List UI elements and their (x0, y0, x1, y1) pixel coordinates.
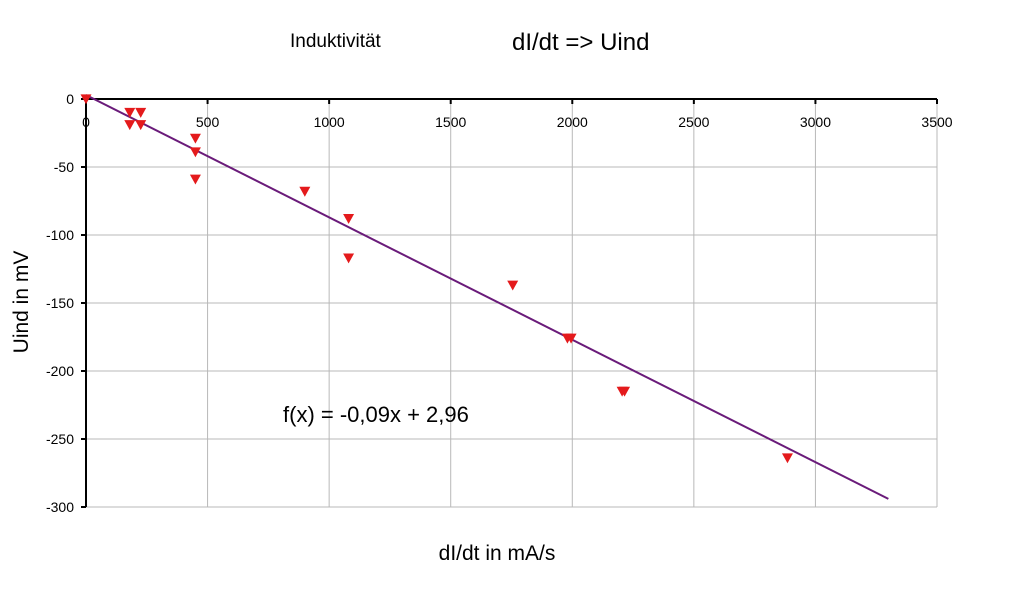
data-point (124, 107, 136, 118)
data-point (135, 107, 147, 118)
x-tick-label: 500 (196, 114, 220, 130)
chart-title: dI/dt => Uind (512, 29, 649, 56)
y-tick-label: -200 (46, 363, 74, 379)
x-tick-label: 1500 (435, 114, 466, 130)
x-tick-label: 2500 (678, 114, 709, 130)
data-point (80, 94, 92, 105)
chart-subtitle: Induktivität (290, 31, 382, 52)
grid-lines (86, 99, 938, 508)
x-tick-label: 0 (82, 114, 90, 130)
data-point (565, 333, 577, 344)
data-points (80, 94, 793, 464)
data-point (189, 147, 201, 158)
y-tick-label: -250 (46, 431, 74, 447)
x-tick-label: 1000 (314, 114, 345, 130)
data-point (343, 214, 355, 224)
x-tick-label: 2000 (557, 114, 588, 130)
data-point (343, 253, 355, 264)
y-tick-label: -300 (46, 499, 74, 515)
data-point (299, 186, 311, 197)
trendline (85, 94, 889, 500)
data-point (507, 280, 519, 291)
y-tick-label: -100 (46, 227, 74, 243)
y-tick-labels: 0 -50 -100 -150 -200 -250 -300 (46, 91, 86, 515)
data-point (189, 133, 201, 144)
x-axis-label: dI/dt in mA/s (439, 542, 556, 565)
data-point (781, 453, 793, 464)
y-tick-label: -150 (46, 295, 74, 311)
x-tick-labels: 0 500 1000 1500 2000 2500 3000 3500 (82, 99, 953, 130)
y-tick-label: -50 (54, 159, 74, 175)
data-point (124, 120, 136, 131)
data-point (619, 386, 631, 397)
x-tick-label: 3500 (921, 114, 952, 130)
data-point (135, 120, 147, 131)
trendline-equation: f(x) = -0,09x + 2,96 (283, 402, 469, 427)
data-point (189, 174, 201, 185)
y-tick-label: 0 (66, 91, 74, 107)
x-tick-label: 3000 (800, 114, 831, 130)
y-axis-label: Uind in mV (10, 251, 33, 354)
